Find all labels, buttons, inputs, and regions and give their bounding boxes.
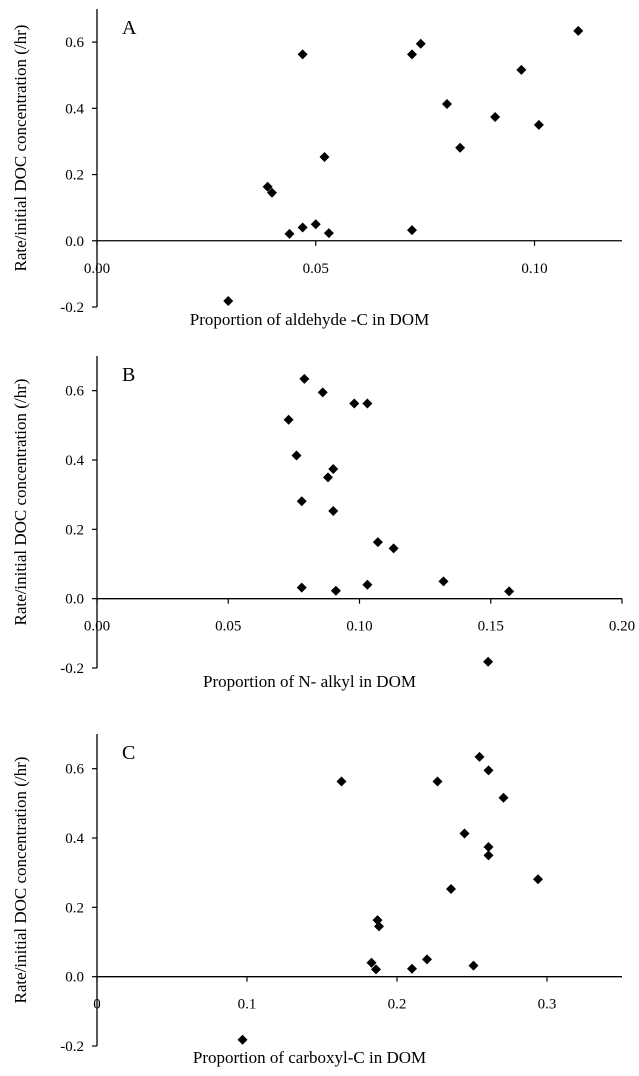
y-tick-label: 0.6 [65, 35, 84, 51]
y-tick-label: 0.4 [65, 101, 84, 117]
data-point [407, 963, 417, 974]
data-point [317, 387, 328, 398]
data-point [407, 225, 417, 236]
x-tick-label: 0.20 [609, 619, 635, 635]
data-point [328, 505, 339, 516]
data-point [319, 152, 330, 163]
panel-a: -0.2 0.0 0.2 0.4 0.6 0.00 0.05 0.10 A Proportion … [11, 9, 622, 329]
x-tick-label: 0.00 [84, 261, 110, 277]
y-tick-label: 0.2 [65, 168, 84, 184]
data-point [432, 776, 443, 787]
data-point [573, 25, 584, 36]
x-tick-label: 0.05 [215, 619, 241, 635]
y-axis-title: Rate/initial DOC concentration (/hr) [11, 757, 30, 1004]
y-tick-label: 0.2 [65, 900, 84, 916]
data-point [533, 874, 543, 885]
y-tick-label: -0.2 [60, 300, 84, 316]
y-axis-title: Rate/initial DOC concentration (/hr) [11, 25, 30, 272]
data-point [223, 296, 234, 307]
x-tick-label: 0.3 [538, 997, 557, 1013]
data-point [446, 883, 456, 894]
x-axis-title: Proportion of N- alkyl in DOM [203, 672, 416, 691]
x-tick-label: 0.1 [238, 997, 257, 1013]
data-point [372, 537, 383, 548]
data-point [504, 586, 515, 597]
data-point [284, 228, 295, 239]
data-point [459, 828, 470, 839]
data-point [262, 181, 273, 192]
data-point [366, 957, 377, 968]
panel-letter: B [122, 364, 135, 386]
y-tick-label: 0.6 [65, 762, 84, 778]
data-point [267, 187, 277, 198]
y-tick-label: 0.6 [65, 384, 84, 400]
x-axis-title: Proportion of carboxyl-C in DOM [193, 1048, 426, 1067]
x-tick-label: 0.05 [303, 261, 329, 277]
panel-c: -0.2 0.0 0.2 0.4 0.6 0 0.1 0.2 0.3 C Proportion of… [11, 734, 622, 1067]
data-point [455, 142, 466, 153]
x-tick-label: 0.10 [521, 261, 547, 277]
data-point [490, 111, 501, 122]
data-point [349, 398, 360, 409]
y-tick-label: 0.0 [65, 970, 84, 986]
data-point [483, 842, 494, 853]
data-point [323, 472, 333, 483]
x-tick-label: 0.10 [346, 619, 372, 635]
data-point [438, 576, 449, 587]
data-point [533, 119, 544, 130]
data-point [310, 219, 321, 230]
y-tick-label: 0.4 [65, 453, 84, 469]
data-point [374, 921, 384, 932]
data-point [328, 464, 339, 475]
data-point [362, 398, 373, 409]
data-point [291, 450, 302, 461]
data-point [297, 222, 308, 233]
y-tick-label: 0.4 [65, 831, 84, 847]
data-point [323, 228, 334, 239]
y-axis-title: Rate/initial DOC concentration (/hr) [11, 379, 30, 626]
data-point [415, 38, 426, 49]
y-tick-label: 0.2 [65, 522, 84, 538]
data-point [388, 543, 399, 554]
panel-letter: C [122, 742, 135, 764]
data-point [468, 960, 479, 971]
data-point [371, 964, 381, 975]
panel-b: -0.2 0.0 0.2 0.4 0.6 0.00 0.05 0.10 0.15 0.20 B Pro… [11, 356, 635, 691]
data-point [297, 49, 308, 60]
panel-letter: A [122, 17, 137, 39]
x-tick-label: 0 [93, 997, 101, 1013]
y-tick-label: -0.2 [60, 1039, 84, 1055]
x-tick-label: 0.00 [84, 619, 110, 635]
data-point [336, 776, 347, 787]
data-point [283, 414, 294, 425]
x-tick-label: 0.2 [388, 997, 407, 1013]
data-point [299, 373, 310, 384]
data-point [516, 64, 527, 75]
data-point [362, 579, 373, 590]
data-point [296, 582, 307, 593]
x-tick-label: 0.15 [478, 619, 504, 635]
data-point [483, 850, 494, 861]
data-point [498, 792, 509, 803]
data-point [442, 99, 452, 110]
y-tick-label: 0.0 [65, 234, 84, 250]
x-axis-title: Proportion of aldehyde -C in DOM [190, 310, 429, 329]
data-point [422, 954, 432, 965]
data-point [330, 585, 341, 596]
data-point [237, 1034, 248, 1045]
y-tick-label: 0.0 [65, 592, 84, 608]
data-point [483, 765, 494, 776]
data-point [296, 496, 307, 507]
y-tick-label: -0.2 [60, 661, 84, 677]
data-point [483, 656, 494, 667]
data-point [474, 751, 485, 762]
data-point [407, 49, 417, 60]
